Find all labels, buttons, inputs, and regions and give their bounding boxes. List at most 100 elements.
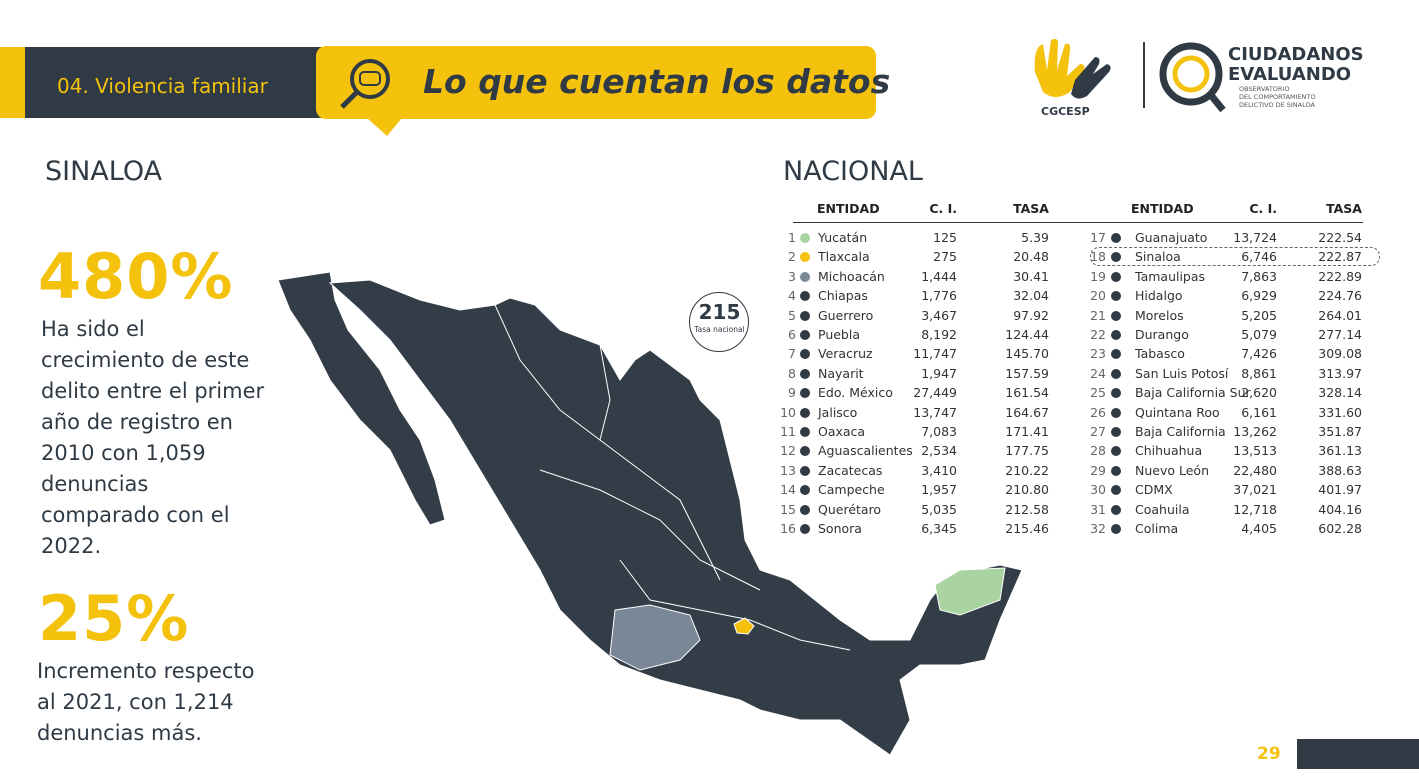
badge-value: 215: [698, 300, 741, 324]
brand-line: CIUDADANOS: [1228, 44, 1364, 65]
column-header: TASA: [1013, 201, 1049, 216]
row-dot: [1111, 291, 1121, 302]
ci-value: 1,444: [921, 268, 957, 284]
tasa-value: 222.89: [1318, 268, 1362, 284]
badge: [689, 292, 749, 352]
tasa-value: 171.41: [1005, 424, 1049, 439]
header-title: Lo que cuentan los datos: [423, 62, 891, 101]
row-dot: [800, 310, 810, 321]
tasa-value: 401.97: [1318, 482, 1362, 498]
tasa-value: 264.01: [1318, 307, 1362, 323]
ci-value: 13,262: [1233, 424, 1277, 439]
entity-name: CDMX: [1135, 482, 1173, 498]
ci-value: 7,426: [1241, 346, 1277, 362]
ci-value: 8,192: [921, 327, 957, 342]
rank: 26: [1090, 404, 1106, 420]
mexico-map: [277, 271, 1023, 756]
tasa-value: 210.80: [1005, 482, 1049, 498]
badge-label: Tasa nacional: [694, 325, 745, 334]
row-dot: [1111, 446, 1121, 457]
tasa-value: 164.67: [1005, 404, 1049, 420]
entity-name: Campeche: [818, 482, 885, 498]
entity-name: Durango: [1135, 327, 1189, 342]
row-dot: [1111, 388, 1121, 399]
ci-value: 1,957: [921, 482, 957, 498]
ci-value: 8,861: [1241, 365, 1277, 381]
rank: 16: [780, 521, 796, 536]
tasa-value: 313.97: [1318, 365, 1362, 381]
rank: 28: [1090, 443, 1106, 459]
ci-value: 7,863: [1241, 268, 1277, 284]
rank: 22: [1090, 327, 1106, 342]
entity-name: Zacatecas: [818, 462, 883, 478]
ci-value: 6,929: [1241, 288, 1277, 304]
column-header: ENTIDAD: [1131, 201, 1194, 216]
tasa-value: 602.28: [1318, 521, 1362, 536]
tasa-value: 224.76: [1318, 288, 1362, 304]
entity-name: Edo. México: [818, 385, 893, 401]
tasa-value: 388.63: [1318, 462, 1362, 478]
ci-value: 275: [933, 249, 957, 265]
rank: 17: [1090, 230, 1106, 245]
ci-value: 3,467: [921, 307, 957, 323]
entity-name: Hidalgo: [1135, 288, 1183, 304]
rank: 5: [788, 307, 796, 323]
entity-name: Sinaloa: [1135, 249, 1181, 265]
tasa-value: 222.87: [1318, 249, 1362, 265]
brand-subtitle: DELICTIVO DE SINALOA: [1239, 101, 1316, 109]
row-dot: [800, 504, 810, 515]
tasa-value: 404.16: [1318, 501, 1362, 517]
entity-name: Nuevo León: [1135, 462, 1209, 478]
logo-left-text: CGCESP: [1041, 105, 1090, 118]
brand-line: EVALUANDO: [1228, 64, 1351, 85]
tasa-value: 157.59: [1005, 365, 1049, 381]
row-dot: [800, 291, 810, 302]
rank: 20: [1090, 288, 1106, 304]
rank: 13: [780, 462, 796, 478]
ci-value: 2,620: [1241, 385, 1277, 401]
tasa-value: 30.41: [1013, 268, 1049, 284]
entity-name: Morelos: [1135, 307, 1184, 323]
rank: 29: [1090, 462, 1106, 478]
rank: 2: [788, 249, 796, 265]
entity-name: Nayarit: [818, 365, 864, 381]
entity-name: Chihuahua: [1135, 443, 1203, 459]
row-dot: [1111, 465, 1121, 476]
ci-value: 22,480: [1233, 462, 1277, 478]
section-label: 04. Violencia familiar: [57, 74, 268, 98]
tasa-value: 351.87: [1318, 424, 1362, 439]
row-dot: [800, 524, 810, 534]
brand-subtitle: DEL COMPORTAMIENTO: [1239, 93, 1316, 101]
tasa-value: 328.14: [1318, 385, 1362, 401]
stat-value: 25%: [38, 582, 190, 655]
tasa-value: 5.39: [1021, 230, 1049, 245]
rank: 9: [788, 385, 796, 401]
ci-value: 13,747: [913, 404, 957, 420]
row-dot: [800, 252, 810, 263]
row-highlight: [1090, 247, 1380, 267]
ci-value: 7,083: [921, 424, 957, 439]
rank: 30: [1090, 482, 1106, 498]
tasa-value: 124.44: [1005, 327, 1049, 342]
entity-name: Guanajuato: [1135, 230, 1208, 245]
column-header: TASA: [1326, 201, 1362, 216]
entity-name: Sonora: [818, 521, 862, 536]
entity-name: San Luis Potosí: [1135, 365, 1229, 381]
ci-value: 5,079: [1241, 327, 1277, 342]
logos: CGCESP CIUDADANOS EVALUANDO OBSERVATORIO…: [1034, 38, 1364, 118]
rank: 19: [1090, 268, 1106, 284]
footer-band: [1297, 739, 1419, 769]
ci-value: 1,947: [921, 365, 957, 381]
entity-name: Baja California Sur: [1135, 385, 1251, 401]
tasa-value: 177.75: [1005, 443, 1049, 459]
tasa-value: 277.14: [1318, 327, 1362, 342]
accent-stripe: [0, 47, 25, 118]
entity-name: Colima: [1135, 521, 1179, 536]
ci-value: 13,513: [1233, 443, 1277, 459]
row-dot: [1111, 271, 1121, 282]
stat-value: 480%: [38, 240, 234, 313]
ci-value: 37,021: [1233, 482, 1277, 498]
entity-name: Coahuila: [1135, 501, 1190, 517]
rank: 10: [780, 404, 796, 420]
